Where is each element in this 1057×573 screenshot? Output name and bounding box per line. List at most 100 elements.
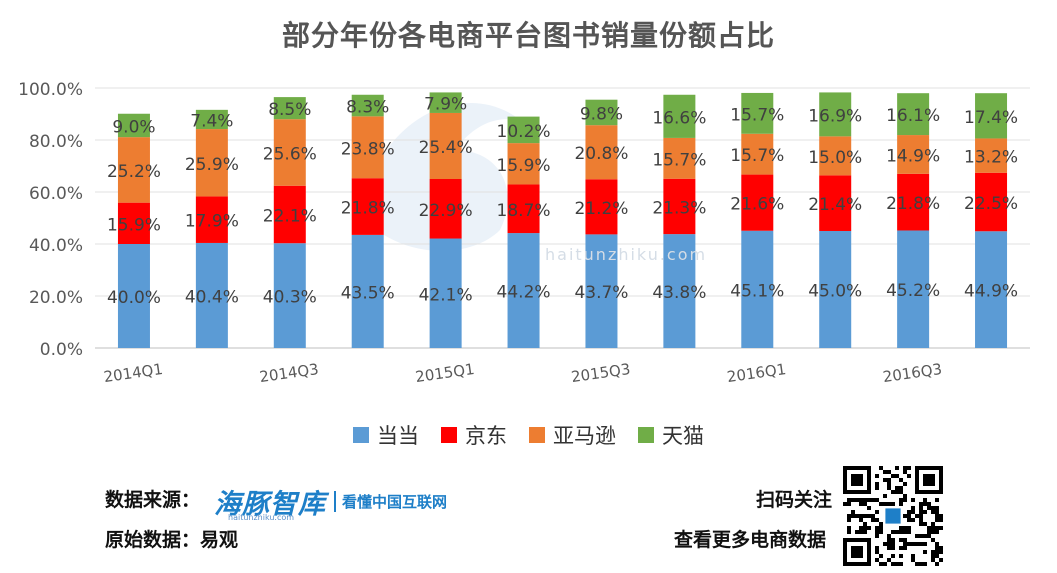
chart-legend: 当当 京东 亚马逊 天猫 xyxy=(0,420,1057,450)
bar-segment-2016Q4-3 xyxy=(975,93,1008,139)
bar-segment-2015Q4-2 xyxy=(663,137,696,179)
x-tick-label: 2016Q3 xyxy=(882,360,943,386)
data-label: 21.6% xyxy=(730,195,784,215)
data-label: 15.9% xyxy=(497,156,551,176)
x-tick-label: 2014Q1 xyxy=(103,360,164,386)
bar-segment-2015Q4-1 xyxy=(663,178,696,235)
data-label: 44.9% xyxy=(964,282,1018,302)
bar-segment-2014Q3-0 xyxy=(273,243,306,348)
bar-segment-2014Q1-1 xyxy=(117,202,150,244)
bar-segment-2014Q3-2 xyxy=(273,119,306,186)
watermark-url: haitunzhiku.com xyxy=(545,245,708,264)
legend-item-tmall: 天猫 xyxy=(638,420,704,450)
data-label: 44.2% xyxy=(497,283,551,303)
qr-code-icon[interactable] xyxy=(843,466,943,566)
bar-segment-2016Q3-3 xyxy=(897,93,930,136)
data-label: 14.9% xyxy=(886,146,940,166)
legend-label: 当当 xyxy=(377,424,419,448)
bar-segment-2015Q2-0 xyxy=(507,233,540,348)
bar-segment-2014Q4-0 xyxy=(351,234,384,348)
data-label: 21.8% xyxy=(341,199,395,219)
bar-segment-2016Q4-0 xyxy=(975,231,1008,348)
bar-segment-2014Q4-1 xyxy=(351,178,384,235)
legend-label: 京东 xyxy=(465,424,507,448)
bar-segment-2016Q1-1 xyxy=(741,174,774,231)
bar-segment-2015Q3-2 xyxy=(585,125,618,180)
bar-segment-2014Q1-3 xyxy=(117,113,150,138)
y-tick-label: 40.0% xyxy=(29,236,83,256)
data-label: 40.3% xyxy=(263,288,317,308)
data-label: 8.5% xyxy=(268,100,311,120)
bar-segment-2015Q1-2 xyxy=(429,112,462,179)
bar-segment-2016Q2-0 xyxy=(819,231,852,348)
bar-segment-2016Q3-0 xyxy=(897,230,930,348)
bar-segment-2015Q1-3 xyxy=(429,92,462,113)
data-label: 16.6% xyxy=(652,108,706,128)
bar-segment-2015Q1-1 xyxy=(429,179,462,239)
data-label: 7.9% xyxy=(424,95,467,115)
data-label: 22.9% xyxy=(419,201,473,221)
data-label: 25.4% xyxy=(419,138,473,158)
bar-segment-2014Q2-3 xyxy=(195,109,228,130)
bar-segment-2015Q4-3 xyxy=(663,94,696,138)
bar-segment-2015Q3-3 xyxy=(585,99,618,126)
data-label: 45.1% xyxy=(730,281,784,301)
bar-segment-2016Q1-0 xyxy=(741,230,774,348)
bar-segment-2015Q2-1 xyxy=(507,184,540,234)
y-tick-label: 20.0% xyxy=(29,288,83,308)
bar-segment-2014Q4-2 xyxy=(351,116,384,179)
bar-segment-2015Q1-0 xyxy=(429,238,462,348)
data-label: 9.8% xyxy=(580,104,623,124)
bar-segment-2015Q3-1 xyxy=(585,179,618,235)
data-label: 18.7% xyxy=(497,201,551,221)
data-label: 15.0% xyxy=(808,148,862,168)
brand-logo: 海豚智库 xyxy=(214,489,326,520)
data-label: 40.4% xyxy=(185,287,239,307)
bar-segment-2014Q3-1 xyxy=(273,185,306,244)
bar-segment-2016Q4-1 xyxy=(975,172,1008,232)
data-label: 10.2% xyxy=(497,122,551,142)
data-label: 40.0% xyxy=(107,288,161,308)
data-label: 16.1% xyxy=(886,106,940,126)
data-label: 22.1% xyxy=(263,206,317,226)
bar-segment-2015Q3-0 xyxy=(585,234,618,348)
data-label: 21.4% xyxy=(808,195,862,215)
bar-segment-2014Q2-1 xyxy=(195,196,228,243)
bar-segment-2014Q2-0 xyxy=(195,242,228,348)
source-label: 数据来源： xyxy=(105,489,201,511)
x-tick-label: 2016Q1 xyxy=(726,360,787,386)
data-label: 21.8% xyxy=(886,194,940,214)
raw-data-source: 原始数据：易观 xyxy=(105,529,239,551)
y-tick-label: 100.0% xyxy=(18,80,83,100)
data-label: 9.0% xyxy=(112,117,155,137)
data-label: 45.2% xyxy=(886,281,940,301)
data-label: 42.1% xyxy=(419,285,473,305)
data-label: 17.4% xyxy=(964,108,1018,128)
data-label: 8.3% xyxy=(346,98,389,118)
data-label: 45.0% xyxy=(808,282,862,302)
legend-swatch xyxy=(441,427,457,443)
y-tick-label: 0.0% xyxy=(40,340,83,360)
bar-segment-2014Q1-0 xyxy=(117,244,150,348)
bar-segment-2014Q3-3 xyxy=(273,97,306,120)
data-label: 25.2% xyxy=(107,162,161,182)
bar-segment-2016Q1-2 xyxy=(741,133,774,175)
brand-tagline: 看懂中国互联网 xyxy=(334,491,447,512)
data-label: 16.9% xyxy=(808,106,862,126)
data-label: 21.2% xyxy=(574,199,628,219)
bar-segment-2016Q2-1 xyxy=(819,175,852,231)
data-label: 23.8% xyxy=(341,139,395,159)
x-tick-label: 2015Q3 xyxy=(570,360,631,386)
bar-segment-2014Q2-2 xyxy=(195,129,228,197)
bar-segment-2016Q3-1 xyxy=(897,173,930,231)
legend-label: 天猫 xyxy=(662,424,704,448)
bar-segment-2015Q4-0 xyxy=(663,234,696,348)
bar-segment-2014Q4-3 xyxy=(351,94,384,117)
bar-segment-2016Q2-3 xyxy=(819,92,852,137)
legend-swatch xyxy=(529,427,545,443)
bar-segment-2016Q4-2 xyxy=(975,138,1008,173)
brand-block: 海豚智库 看懂中国互联网 xyxy=(214,482,447,521)
legend-item-amazon: 亚马逊 xyxy=(529,420,616,450)
qr-caption-more: 查看更多电商数据 xyxy=(674,529,827,551)
